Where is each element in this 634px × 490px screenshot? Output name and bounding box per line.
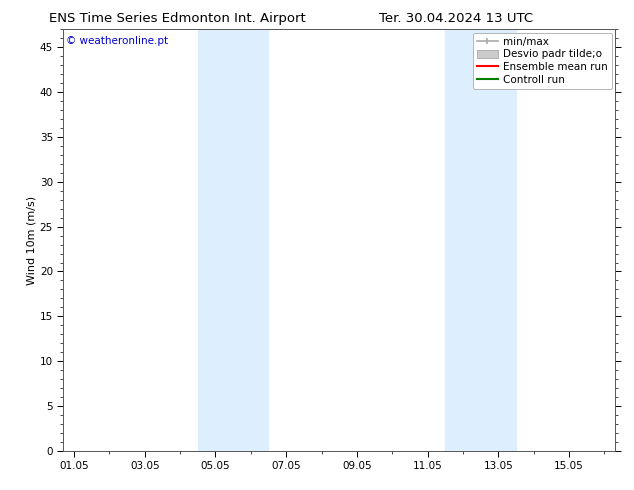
Text: © weatheronline.pt: © weatheronline.pt — [66, 36, 168, 46]
Text: Ter. 30.04.2024 13 UTC: Ter. 30.04.2024 13 UTC — [379, 12, 534, 25]
Y-axis label: Wind 10m (m/s): Wind 10m (m/s) — [27, 196, 37, 285]
Text: ENS Time Series Edmonton Int. Airport: ENS Time Series Edmonton Int. Airport — [49, 12, 306, 25]
Legend: min/max, Desvio padr tilde;o, Ensemble mean run, Controll run: min/max, Desvio padr tilde;o, Ensemble m… — [473, 32, 612, 89]
Bar — [445, 29, 516, 451]
Bar — [198, 29, 268, 451]
